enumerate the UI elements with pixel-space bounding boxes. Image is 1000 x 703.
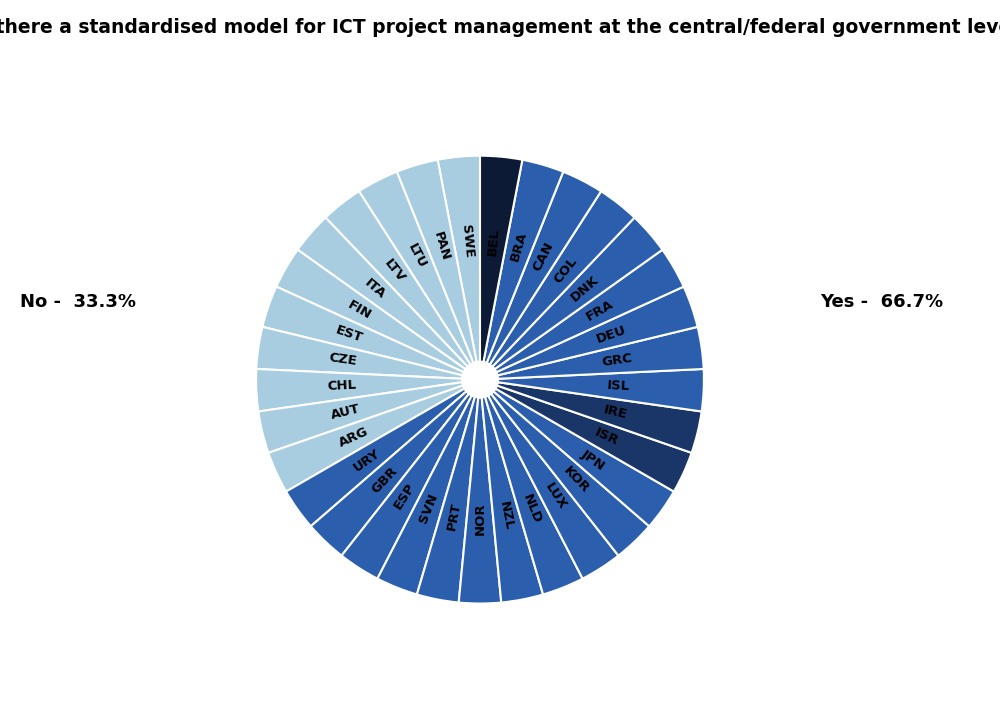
- Wedge shape: [496, 385, 692, 491]
- Text: ISR: ISR: [592, 426, 620, 449]
- Text: FRA: FRA: [584, 297, 616, 323]
- Text: ISL: ISL: [607, 379, 630, 393]
- Wedge shape: [494, 389, 674, 527]
- Wedge shape: [490, 191, 635, 367]
- Circle shape: [462, 362, 498, 397]
- Wedge shape: [417, 396, 478, 602]
- Text: LTU: LTU: [405, 242, 428, 271]
- Wedge shape: [497, 327, 704, 379]
- Text: CHL: CHL: [326, 379, 356, 394]
- Wedge shape: [276, 250, 465, 372]
- Text: GBR: GBR: [369, 464, 400, 496]
- Text: URY: URY: [351, 446, 383, 474]
- Text: CZE: CZE: [328, 352, 358, 368]
- Text: No -  33.3%: No - 33.3%: [20, 293, 136, 311]
- Wedge shape: [485, 396, 583, 595]
- Wedge shape: [497, 382, 702, 453]
- Text: ARG: ARG: [337, 425, 371, 450]
- Wedge shape: [311, 392, 469, 555]
- Text: Yes -  66.7%: Yes - 66.7%: [820, 293, 943, 311]
- Wedge shape: [342, 394, 472, 579]
- Text: DEU: DEU: [594, 323, 628, 345]
- Wedge shape: [359, 172, 473, 365]
- Wedge shape: [438, 155, 480, 362]
- Wedge shape: [488, 394, 618, 579]
- Text: PAN: PAN: [430, 231, 451, 263]
- Wedge shape: [286, 389, 466, 527]
- Wedge shape: [256, 369, 462, 411]
- Wedge shape: [256, 327, 463, 379]
- Text: BEL: BEL: [485, 227, 501, 256]
- Wedge shape: [258, 382, 463, 453]
- Wedge shape: [482, 396, 543, 602]
- Text: NZL: NZL: [497, 501, 515, 531]
- Wedge shape: [491, 392, 649, 555]
- Text: JPN: JPN: [579, 447, 607, 473]
- Text: ITA: ITA: [362, 276, 388, 301]
- Text: COL: COL: [552, 255, 580, 286]
- Text: ESP: ESP: [392, 481, 418, 512]
- Wedge shape: [496, 287, 698, 375]
- Wedge shape: [397, 160, 477, 363]
- Text: IRE: IRE: [602, 404, 628, 422]
- Text: NOR: NOR: [474, 502, 486, 535]
- Wedge shape: [298, 217, 468, 369]
- Text: NLD: NLD: [520, 492, 543, 525]
- Wedge shape: [268, 385, 464, 491]
- Text: PRT: PRT: [445, 501, 463, 531]
- Wedge shape: [498, 369, 704, 411]
- Wedge shape: [495, 250, 684, 372]
- Text: EST: EST: [334, 323, 364, 345]
- Text: CAN: CAN: [531, 240, 556, 273]
- Wedge shape: [487, 172, 601, 365]
- Text: SWE: SWE: [459, 224, 475, 259]
- Text: GRC: GRC: [601, 352, 634, 368]
- Text: FIN: FIN: [346, 298, 374, 322]
- Wedge shape: [492, 217, 662, 369]
- Wedge shape: [459, 397, 501, 604]
- Text: AUT: AUT: [329, 403, 361, 423]
- Wedge shape: [325, 191, 470, 367]
- Text: Is there a standardised model for ICT project management at the central/federal : Is there a standardised model for ICT pr…: [0, 18, 1000, 37]
- Text: DNK: DNK: [568, 273, 601, 304]
- Text: KOR: KOR: [560, 465, 591, 496]
- Wedge shape: [483, 160, 563, 363]
- Text: SVN: SVN: [417, 491, 440, 525]
- Wedge shape: [377, 396, 475, 595]
- Text: BRA: BRA: [509, 230, 530, 263]
- Text: LUX: LUX: [542, 481, 568, 512]
- Wedge shape: [480, 155, 522, 362]
- Wedge shape: [262, 287, 464, 375]
- Text: LTV: LTV: [381, 257, 407, 285]
